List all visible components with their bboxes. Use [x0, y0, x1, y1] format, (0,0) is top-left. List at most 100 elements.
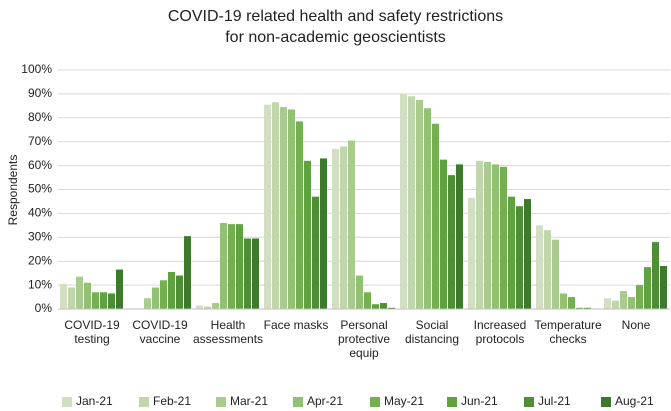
bar: [516, 206, 523, 309]
legend-swatch: [216, 397, 226, 407]
legend-label: Jul-21: [538, 394, 571, 408]
bar: [68, 287, 75, 309]
bar: [220, 222, 227, 309]
legend-label: May-21: [384, 394, 424, 408]
legend-label: Jan-21: [76, 394, 113, 408]
x-tick-label: Personal protective equip: [337, 318, 391, 360]
bar: [152, 287, 159, 309]
legend-label: Apr-21: [307, 394, 343, 408]
legend-swatch: [601, 397, 611, 407]
bar: [108, 293, 115, 309]
y-tick-label: 40%: [28, 206, 52, 220]
bar: [576, 307, 583, 309]
bar: [536, 225, 543, 309]
bar: [176, 275, 183, 309]
y-tick-label: 80%: [28, 110, 52, 124]
legend-swatch: [62, 397, 72, 407]
bar: [644, 267, 651, 309]
legend-label: Aug-21: [615, 394, 654, 408]
bar: [388, 307, 395, 309]
bar: [364, 292, 371, 309]
y-tick-label: 90%: [28, 86, 52, 100]
y-tick-label: 100%: [21, 62, 52, 76]
y-tick-label: 30%: [28, 229, 52, 243]
legend-label: Feb-21: [153, 394, 191, 408]
legend-swatch: [524, 397, 534, 407]
bar: [544, 230, 551, 309]
bar: [356, 275, 363, 309]
bar: [604, 298, 611, 309]
x-tick-label: COVID-19 vaccine: [132, 318, 188, 346]
bar: [288, 109, 295, 309]
bar: [424, 108, 431, 310]
bar: [60, 283, 67, 309]
x-tick-label: Face masks: [263, 318, 329, 332]
bar: [584, 307, 591, 309]
x-tick-label: Increased protocols: [473, 318, 527, 346]
bar: [280, 107, 287, 309]
bar: [612, 300, 619, 309]
bar: [448, 175, 455, 309]
bar: [620, 291, 627, 309]
bar: [560, 293, 567, 309]
bar: [568, 297, 575, 309]
bar: [228, 224, 235, 309]
bar: [340, 146, 347, 309]
bar: [272, 102, 279, 309]
y-tick-label: 60%: [28, 158, 52, 172]
y-tick-label: 70%: [28, 134, 52, 148]
bar: [84, 282, 91, 309]
bar: [552, 239, 559, 309]
bar: [252, 238, 259, 309]
bar: [236, 224, 243, 309]
bar: [264, 104, 271, 309]
bar: [456, 164, 463, 309]
bar: [416, 99, 423, 309]
legend-swatch: [370, 397, 380, 407]
bar: [476, 160, 483, 309]
bar: [408, 96, 415, 309]
bar: [628, 297, 635, 309]
bar: [432, 123, 439, 310]
bar: [312, 196, 319, 309]
bar: [116, 269, 123, 309]
bar: [636, 285, 643, 309]
y-axis-label: Respondents: [6, 155, 20, 226]
bar: [168, 271, 175, 309]
bar: [372, 304, 379, 309]
bar: [332, 148, 339, 309]
legend-swatch: [293, 397, 303, 407]
x-tick-label: Temperature checks: [534, 318, 602, 346]
bar: [660, 265, 667, 309]
bar: [484, 162, 491, 309]
bar: [212, 303, 219, 309]
legend-label: Mar-21: [230, 394, 268, 408]
bar: [184, 236, 191, 309]
x-tick-label: Social distancing: [404, 318, 460, 346]
bar: [76, 276, 83, 309]
bar: [492, 164, 499, 309]
bar: [204, 306, 211, 309]
y-tick-label: 50%: [28, 182, 52, 196]
bar: [380, 303, 387, 309]
y-tick-label: 20%: [28, 253, 52, 267]
bar: [652, 242, 659, 309]
bar: [196, 305, 203, 309]
x-tick-label: Health assessments: [193, 318, 264, 346]
chart-title: COVID-19 related health and safety restr…: [167, 8, 504, 46]
bar: [244, 238, 251, 309]
legend-label: Jun-21: [461, 394, 498, 408]
bar: [508, 196, 515, 309]
bar: [144, 298, 151, 309]
x-tick-label: None: [621, 318, 651, 332]
bar: [400, 93, 407, 310]
bar: [296, 121, 303, 309]
legend-swatch: [139, 397, 149, 407]
bar: [524, 199, 531, 309]
legend-swatch: [447, 397, 457, 407]
x-tick-label: COVID-19 testing: [64, 318, 120, 346]
y-tick-label: 0%: [35, 301, 53, 315]
bar: [304, 160, 311, 309]
